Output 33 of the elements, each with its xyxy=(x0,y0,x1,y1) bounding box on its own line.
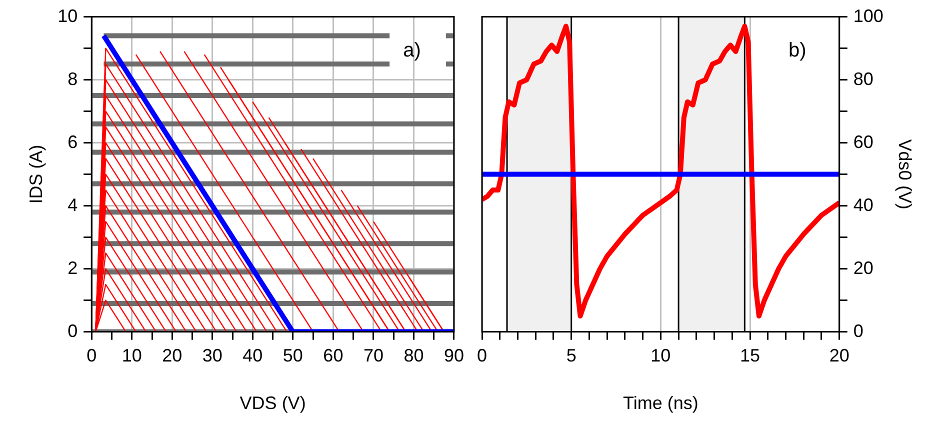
x-tick-label: 40 xyxy=(242,346,263,366)
y-tick-label: 10 xyxy=(58,6,78,26)
x-tick-label: 30 xyxy=(202,346,222,366)
y2-axis-title: Vds0 (V) xyxy=(895,139,916,210)
y2-tick-label: 60 xyxy=(853,132,874,152)
y-tick-label: 8 xyxy=(68,68,78,89)
x-tick-label: 90 xyxy=(444,346,464,366)
x-axis-title: VDS (V) xyxy=(240,393,306,414)
y2-tick-label: 0 xyxy=(853,320,864,341)
y2-tick-label: 80 xyxy=(853,68,874,89)
annotation: b) xyxy=(788,39,806,62)
x-tick-label: 20 xyxy=(829,346,850,366)
x-tick-label: 10 xyxy=(122,346,142,366)
x-tick-label: 10 xyxy=(650,346,671,366)
x-tick-label: 20 xyxy=(162,346,182,366)
y-tick-label: 6 xyxy=(68,132,78,152)
y2-tick-label: 40 xyxy=(853,194,874,215)
x-tick-label: 80 xyxy=(404,346,424,366)
annotation: a) xyxy=(403,39,421,62)
x-tick-label: 15 xyxy=(740,346,760,366)
y2-tick-label: 100 xyxy=(853,6,884,26)
y-axis-title: IDS (A) xyxy=(26,144,46,204)
x-tick-label: 0 xyxy=(86,346,97,366)
y-tick-label: 0 xyxy=(68,320,78,341)
x-tick-label: 0 xyxy=(476,346,488,366)
x-tick-label: 70 xyxy=(363,346,384,366)
x-tick-label: 50 xyxy=(282,346,303,366)
y2-tick-label: 20 xyxy=(853,258,874,278)
x-tick-label: 60 xyxy=(323,346,344,366)
y-tick-label: 4 xyxy=(68,194,78,215)
x-axis-title: Time (ns) xyxy=(623,393,698,414)
y-tick-label: 2 xyxy=(68,258,78,278)
x-tick-label: 5 xyxy=(566,346,576,366)
